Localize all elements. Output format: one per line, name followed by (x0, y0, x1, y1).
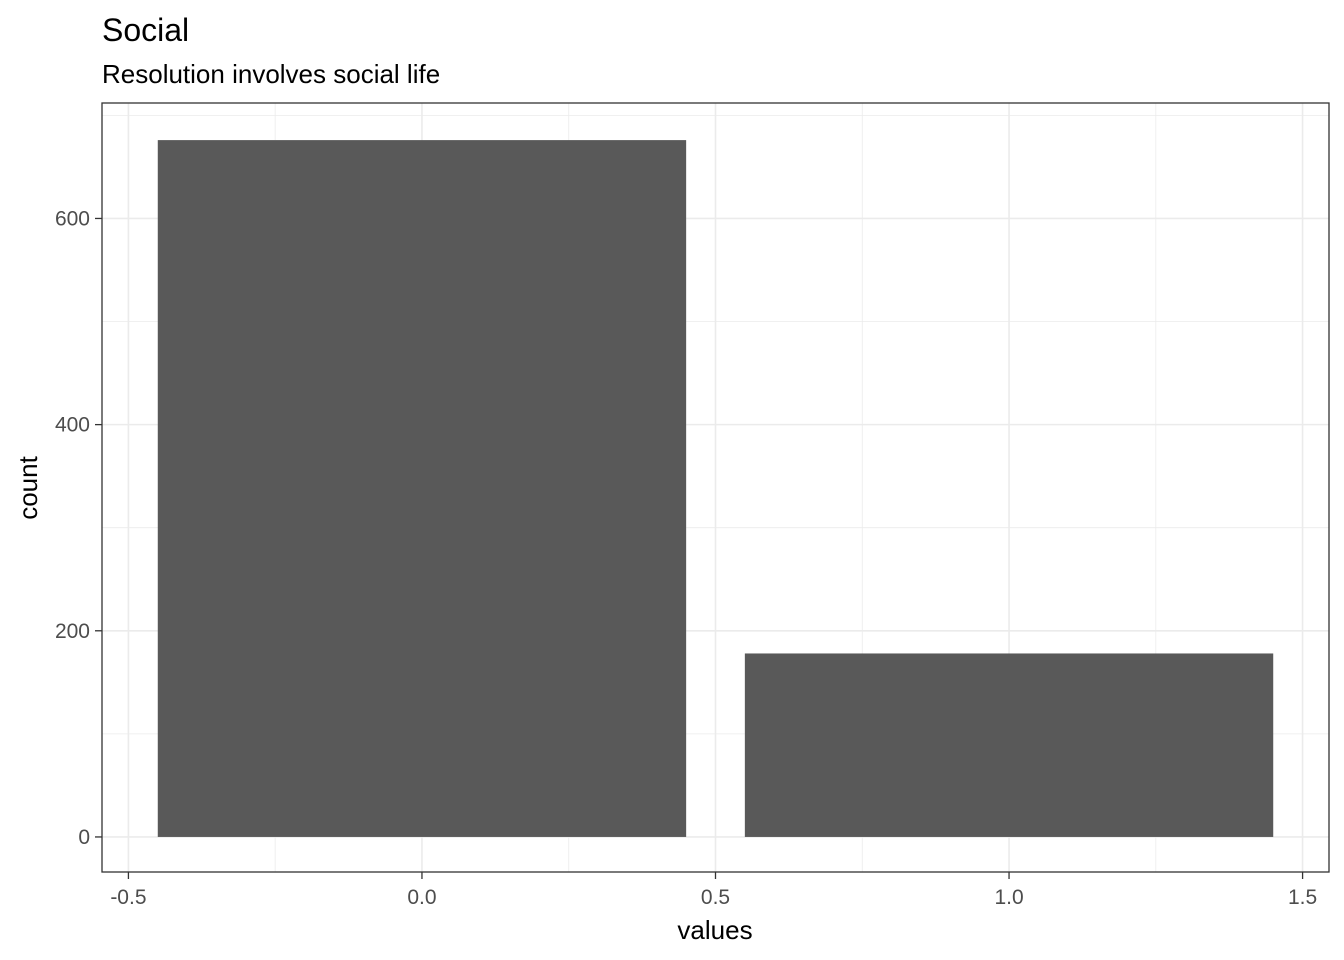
y-tick-label: 0 (78, 826, 90, 849)
x-tick-label: 1.5 (1288, 886, 1317, 909)
y-tick-label: 600 (55, 207, 90, 230)
x-tick-label: 0.5 (701, 886, 730, 909)
bars (157, 140, 1274, 837)
y-tick-label: 400 (55, 414, 90, 437)
y-tick-label: 200 (55, 620, 90, 643)
bar-1 (744, 653, 1274, 837)
y-axis-title: count (13, 455, 43, 519)
chart-title: Social (102, 12, 189, 48)
bar-0 (157, 140, 687, 837)
x-tick-label: 0.0 (407, 886, 436, 909)
x-tick-label: 1.0 (994, 886, 1023, 909)
x-tick-label: -0.5 (110, 886, 146, 909)
x-axis-ticks: -0.5 0.0 0.5 1.0 1.5 (110, 872, 1317, 909)
x-axis-title: values (677, 915, 752, 945)
chart-subtitle: Resolution involves social life (102, 59, 440, 89)
y-axis-ticks: 0 200 400 600 (55, 207, 102, 849)
